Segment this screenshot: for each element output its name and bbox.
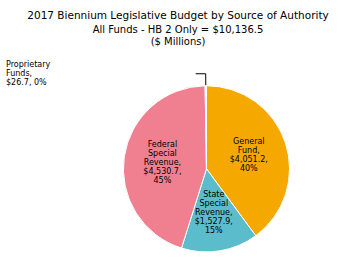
svg-text:State: State bbox=[203, 190, 224, 199]
svg-text:$4,051.2,: $4,051.2, bbox=[230, 155, 268, 164]
svg-text:Special: Special bbox=[199, 199, 228, 208]
svg-text:Revenue,: Revenue, bbox=[195, 208, 232, 217]
svg-text:General: General bbox=[233, 137, 265, 146]
svg-text:Federal: Federal bbox=[148, 140, 178, 149]
svg-text:$26.7, 0%: $26.7, 0% bbox=[6, 78, 47, 87]
svg-text:Revenue,: Revenue, bbox=[144, 158, 181, 167]
svg-text:All Funds - HB 2 Only = $10,13: All Funds - HB 2 Only = $10,136.5 bbox=[93, 24, 264, 35]
svg-text:Proprietary: Proprietary bbox=[6, 60, 51, 69]
svg-text:45%: 45% bbox=[154, 176, 172, 185]
svg-text:Special: Special bbox=[148, 149, 177, 158]
svg-text:2017 Biennium Legislative Budg: 2017 Biennium Legislative Budget by Sour… bbox=[27, 9, 328, 21]
svg-text:($ Millions): ($ Millions) bbox=[151, 36, 206, 47]
svg-text:Fund,: Fund, bbox=[238, 146, 260, 155]
svg-text:$4,530.7,: $4,530.7, bbox=[143, 167, 181, 176]
svg-text:Funds,: Funds, bbox=[6, 69, 32, 78]
svg-text:$1,527.9,: $1,527.9, bbox=[195, 217, 233, 226]
svg-text:40%: 40% bbox=[240, 164, 258, 173]
svg-text:15%: 15% bbox=[205, 226, 223, 235]
